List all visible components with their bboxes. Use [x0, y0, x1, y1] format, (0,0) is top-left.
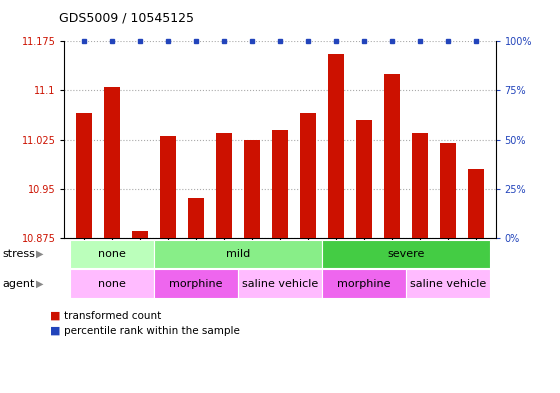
Bar [154, 269, 238, 298]
Bar [406, 269, 490, 298]
Text: GDS5009 / 10545125: GDS5009 / 10545125 [59, 12, 194, 25]
Text: transformed count: transformed count [64, 310, 162, 321]
Text: morphine: morphine [337, 279, 391, 288]
Text: ▶: ▶ [36, 249, 44, 259]
Text: ■: ■ [50, 310, 61, 321]
Text: morphine: morphine [169, 279, 223, 288]
Bar [356, 120, 372, 238]
Text: saline vehicle: saline vehicle [242, 279, 318, 288]
Bar [188, 198, 204, 238]
Bar [322, 269, 406, 298]
Bar [132, 231, 148, 238]
Bar [412, 133, 428, 238]
Text: agent: agent [3, 279, 35, 288]
Bar [70, 269, 154, 298]
Bar [160, 136, 176, 238]
Text: ▶: ▶ [36, 279, 44, 288]
Text: severe: severe [388, 249, 424, 259]
Bar [440, 143, 456, 238]
Bar [104, 87, 120, 238]
Bar [76, 113, 92, 238]
Text: mild: mild [226, 249, 250, 259]
Bar [272, 130, 288, 238]
Bar [70, 240, 154, 268]
Text: none: none [98, 249, 126, 259]
Bar [322, 240, 490, 268]
Bar [328, 54, 344, 238]
Bar [238, 269, 322, 298]
Text: none: none [98, 279, 126, 288]
Bar [384, 74, 400, 238]
Text: percentile rank within the sample: percentile rank within the sample [64, 325, 240, 336]
Bar [244, 140, 260, 238]
Bar [216, 133, 232, 238]
Bar [300, 113, 316, 238]
Bar [154, 240, 322, 268]
Text: ■: ■ [50, 325, 61, 336]
Bar [468, 169, 484, 238]
Text: saline vehicle: saline vehicle [410, 279, 486, 288]
Text: stress: stress [3, 249, 36, 259]
